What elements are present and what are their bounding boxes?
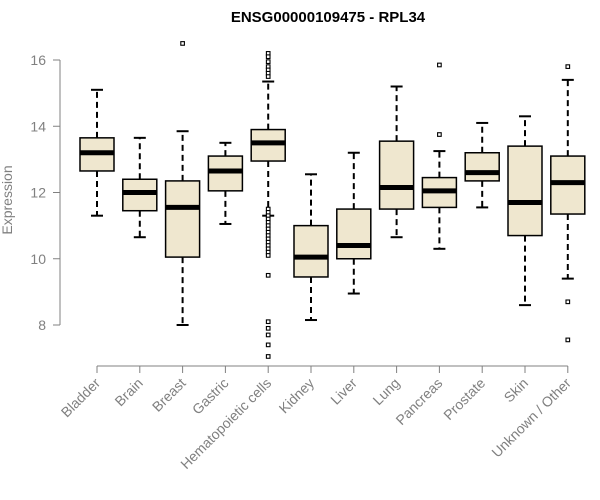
box-pancreas bbox=[421, 62, 458, 250]
y-tick-label: 14 bbox=[30, 118, 46, 134]
y-axis: 8 10 12 14 16 bbox=[30, 52, 61, 333]
iqr-box bbox=[164, 180, 201, 258]
box-bladder bbox=[79, 88, 115, 217]
x-tick-label: Gastric bbox=[189, 375, 232, 418]
iqr-box bbox=[336, 208, 372, 260]
outlier-point bbox=[565, 299, 571, 305]
x-tick-label: Skin bbox=[501, 375, 532, 406]
box-brain bbox=[122, 136, 158, 239]
x-tick-label: Brain bbox=[111, 375, 145, 409]
box-liver bbox=[336, 151, 372, 295]
iqr-box bbox=[464, 152, 500, 182]
iqr-box bbox=[293, 224, 329, 278]
x-tick-label: Pancreas bbox=[392, 375, 445, 428]
box-skin bbox=[507, 115, 543, 307]
iqr-box bbox=[378, 140, 415, 210]
outlier-point bbox=[265, 319, 271, 325]
outlier-point bbox=[265, 253, 271, 258]
outlier-point bbox=[265, 59, 271, 65]
outlier-point bbox=[265, 325, 271, 331]
box-gastric bbox=[207, 141, 244, 225]
outlier-point bbox=[265, 54, 271, 60]
y-axis-label: Expression bbox=[0, 165, 15, 234]
outlier-point bbox=[265, 342, 271, 348]
box-hematopoietic-cells bbox=[250, 51, 286, 359]
x-tick-label: Unknown / Other bbox=[488, 375, 574, 461]
y-tick-label: 16 bbox=[30, 52, 46, 68]
box-unknown-other bbox=[550, 64, 586, 343]
y-tick-label: 12 bbox=[30, 185, 46, 201]
x-tick-label: Breast bbox=[149, 375, 189, 415]
outlier-point bbox=[265, 354, 271, 359]
box-series bbox=[79, 41, 586, 359]
outlier-point bbox=[437, 62, 442, 68]
outlier-point bbox=[180, 41, 185, 46]
x-tick-label: Kidney bbox=[276, 375, 318, 417]
outlier-point bbox=[265, 272, 271, 278]
box-prostate bbox=[464, 121, 500, 209]
chart-title: ENSG00000109475 - RPL34 bbox=[231, 9, 426, 26]
x-tick-label: Liver bbox=[327, 375, 360, 408]
outlier-point bbox=[437, 132, 442, 137]
y-tick-label: 10 bbox=[30, 251, 46, 267]
x-tick-label: Prostate bbox=[440, 375, 488, 423]
outlier-point bbox=[265, 74, 271, 79]
outlier-point bbox=[265, 332, 271, 338]
x-tick-label: Lung bbox=[369, 375, 402, 408]
iqr-box bbox=[507, 145, 543, 237]
box-breast bbox=[164, 41, 201, 326]
box-lung bbox=[378, 85, 415, 239]
y-tick-label: 8 bbox=[38, 317, 46, 333]
box-kidney bbox=[293, 173, 329, 322]
outlier-point bbox=[565, 64, 571, 69]
outlier-point bbox=[565, 337, 571, 343]
x-tick-label: Bladder bbox=[58, 375, 104, 421]
